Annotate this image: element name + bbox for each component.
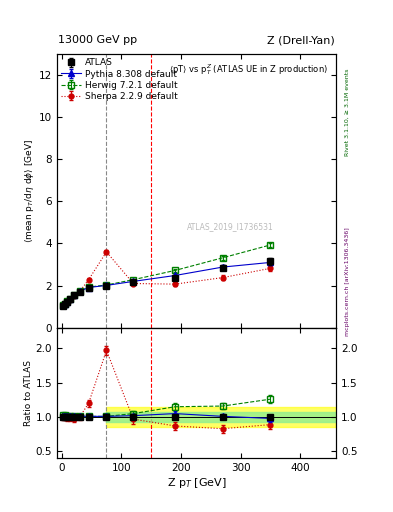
Text: 13000 GeV pp: 13000 GeV pp [58, 35, 137, 45]
Text: ATLAS_2019_I1736531: ATLAS_2019_I1736531 [187, 222, 274, 231]
Bar [107, 407, 336, 428]
Y-axis label: $\langle$mean p$_T$/d$\eta$ d$\phi$$\rangle$ [GeV]: $\langle$mean p$_T$/d$\eta$ d$\phi$$\ran… [23, 139, 36, 243]
Legend: ATLAS, Pythia 8.308 default, Herwig 7.2.1 default, Sherpa 2.2.9 default: ATLAS, Pythia 8.308 default, Herwig 7.2.… [60, 56, 180, 103]
Text: Z (Drell-Yan): Z (Drell-Yan) [268, 35, 335, 45]
X-axis label: Z p$_T$ [GeV]: Z p$_T$ [GeV] [167, 476, 226, 490]
Bar [107, 412, 336, 422]
Text: $\langle$pT$\rangle$ vs p$_T^Z$ (ATLAS UE in Z production): $\langle$pT$\rangle$ vs p$_T^Z$ (ATLAS U… [169, 62, 328, 77]
Y-axis label: Ratio to ATLAS: Ratio to ATLAS [24, 360, 33, 426]
Text: mcplots.cern.ch [arXiv:1306.3436]: mcplots.cern.ch [arXiv:1306.3436] [345, 227, 350, 336]
Text: Rivet 3.1.10, ≥ 3.1M events: Rivet 3.1.10, ≥ 3.1M events [345, 69, 350, 156]
